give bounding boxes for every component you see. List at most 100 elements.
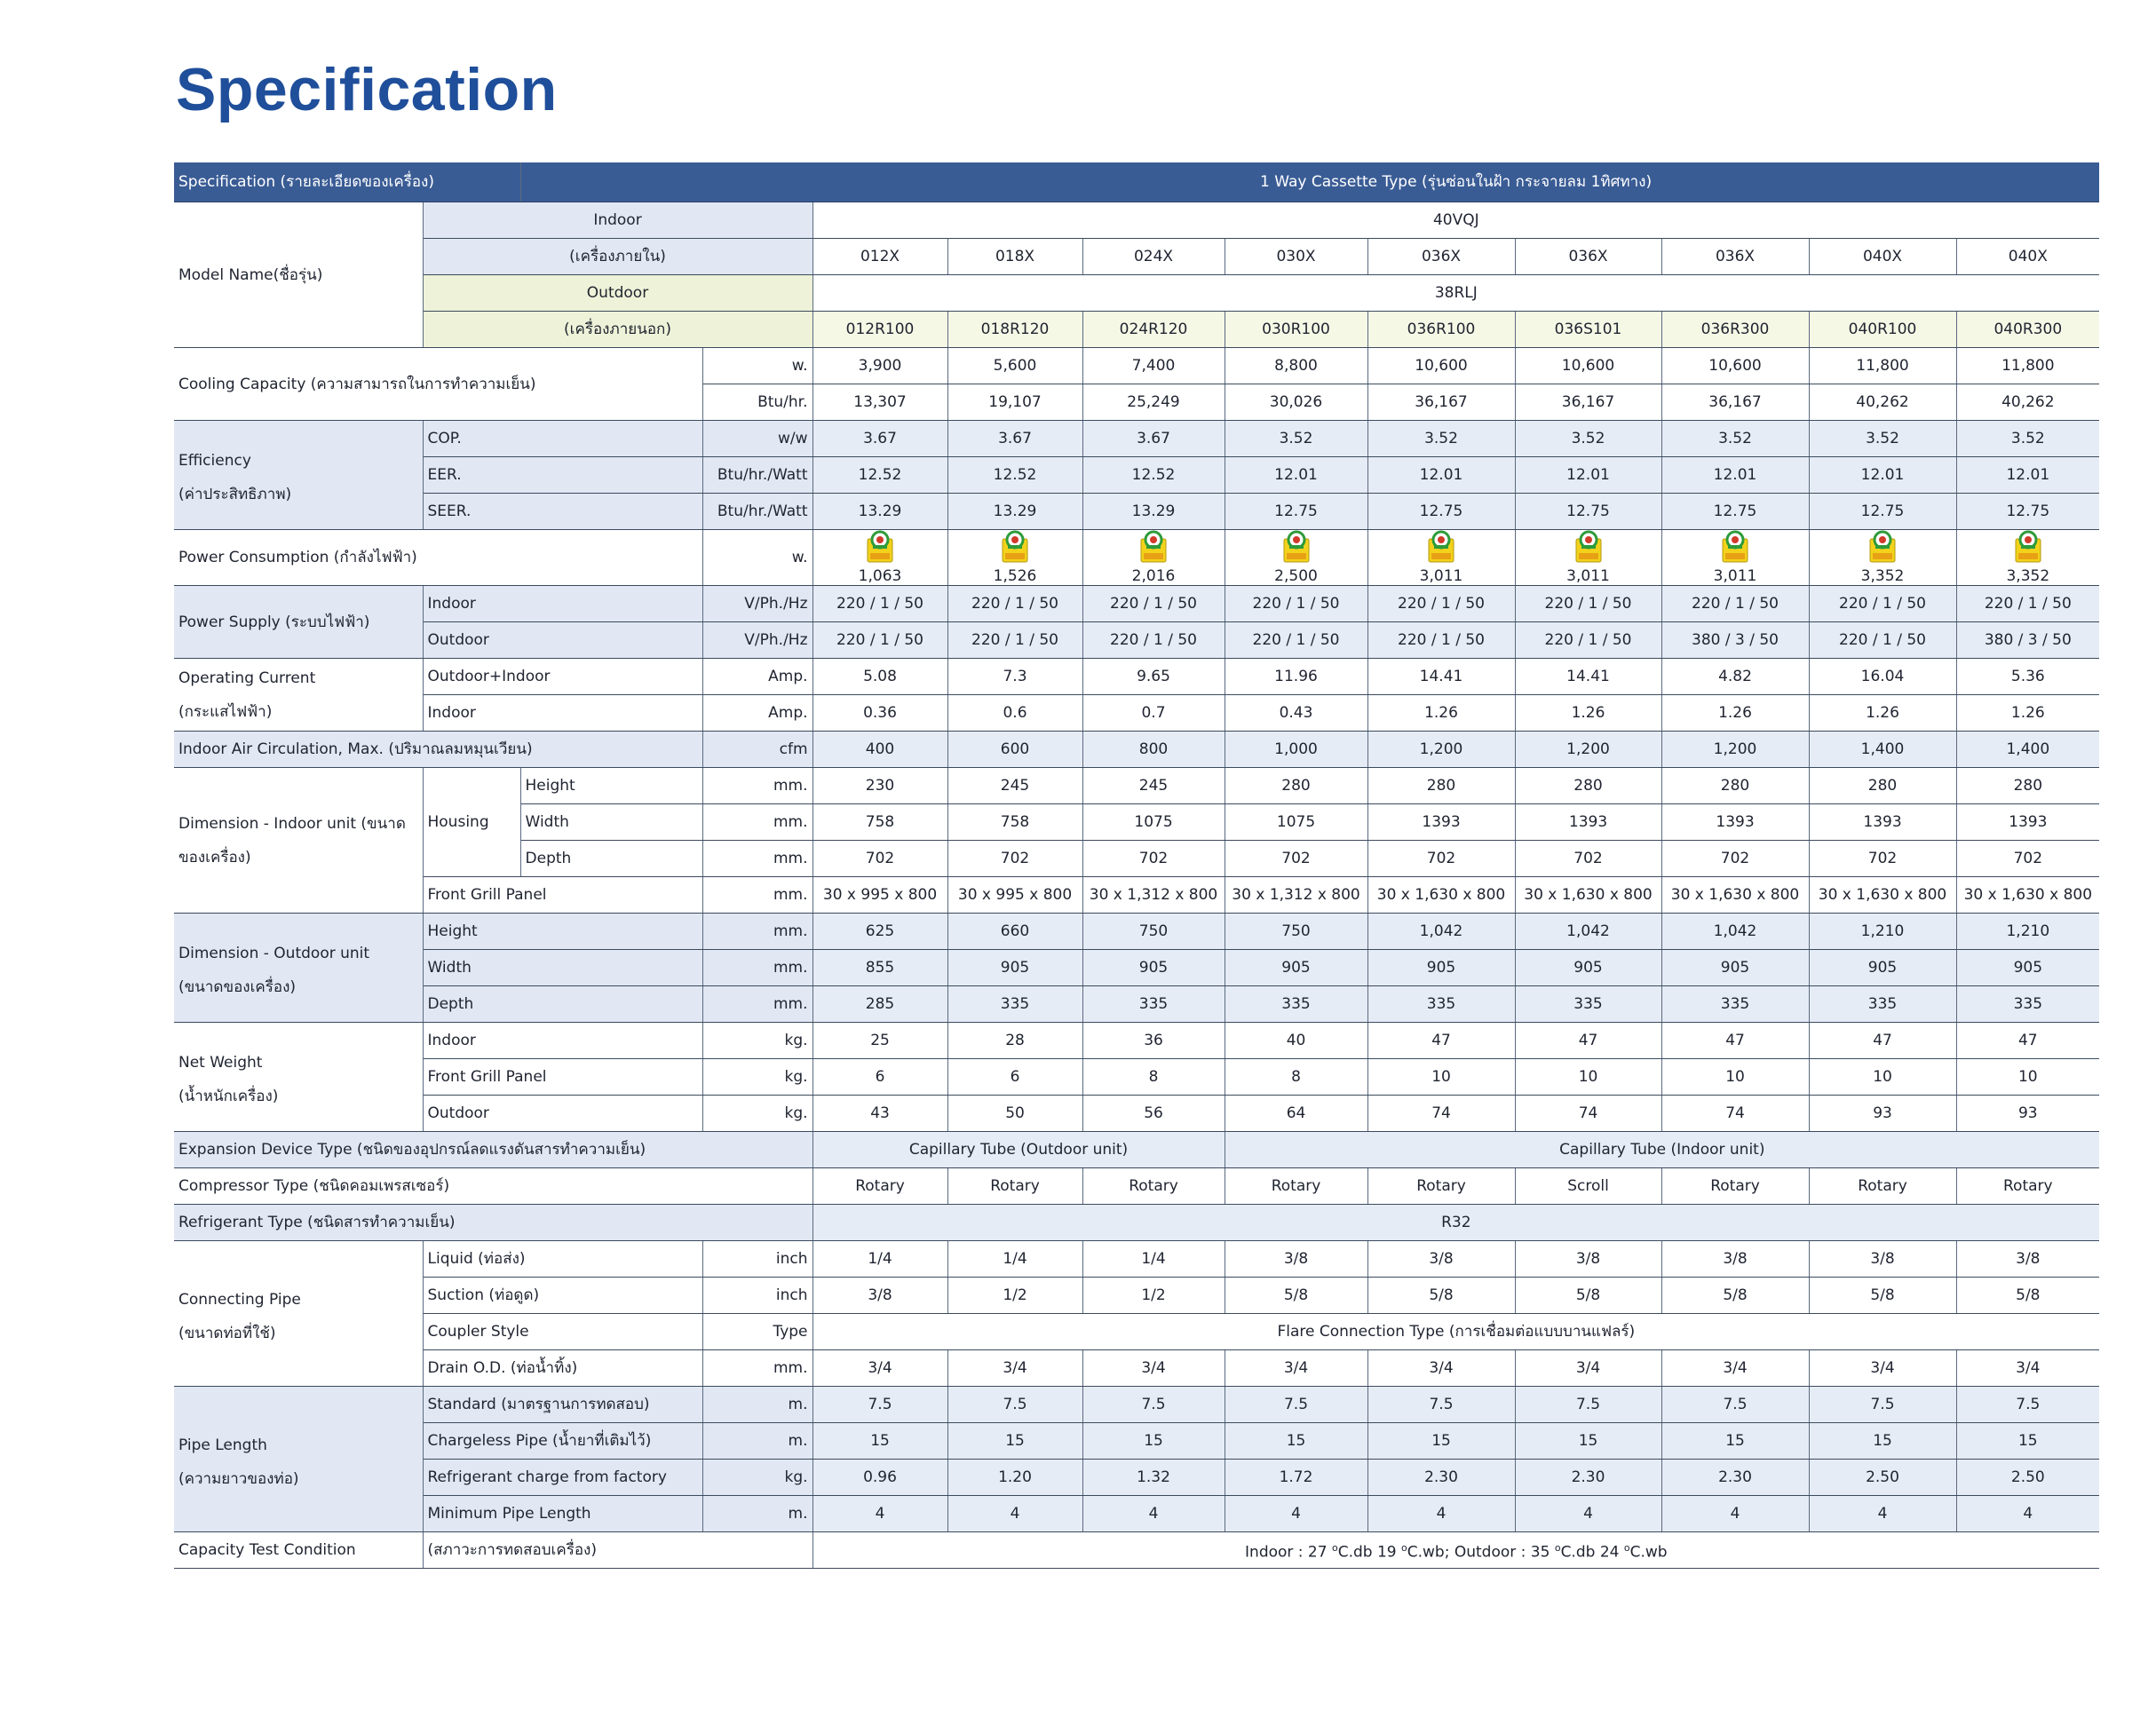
table-row: (เครื่องภายใน) 012X 018X 024X 030X 036X 036X 03… <box>174 238 2100 275</box>
expansion-label: Expansion Device Type (ชนิดของอุปกรณ์ลดแ… <box>174 1131 813 1168</box>
outdoor-label: Outdoor <box>423 274 813 312</box>
value-cell: 10 <box>1661 1058 1810 1096</box>
value-cell: 13,307 <box>812 384 948 421</box>
table-row: Power Supply (ระบบไฟฟ้า) Indoor V/Ph./Hz 22… <box>174 585 2100 659</box>
value-cell: 335 <box>1082 985 1225 1023</box>
power-supply-label: Power Supply (ระบบไฟฟ้า) <box>174 585 424 659</box>
value-cell: 56 <box>1082 1095 1225 1132</box>
value-cell: 4 <box>1225 1495 1368 1532</box>
unit-label: m. <box>702 1386 813 1423</box>
unit-label: w/w <box>702 420 813 457</box>
value-cell: 220 / 1 / 50 <box>1515 585 1662 622</box>
net-weight-label: Net Weight (น้ำหนักเครื่อง) <box>174 1022 424 1132</box>
table-row: Outdoor 38RLJ <box>174 274 2100 312</box>
value-cell: 7.5 <box>947 1386 1083 1423</box>
test-condition-label: Capacity Test Condition <box>174 1531 424 1569</box>
value-cell: 3.52 <box>1661 420 1810 457</box>
power-consumption-value: 1,063 <box>858 567 902 585</box>
unit-label: V/Ph./Hz <box>702 621 813 659</box>
value-cell: 750 <box>1225 913 1368 950</box>
table-row: Outdoor kg. 43 50 56 64 74 74 74 93 93 <box>174 1095 2100 1132</box>
unit-label: mm. <box>702 985 813 1023</box>
value-cell: 280 <box>1661 767 1810 804</box>
unit-label: V/Ph./Hz <box>702 585 813 622</box>
value-cell: 36,167 <box>1515 384 1662 421</box>
value-cell: 30 x 1,630 x 800 <box>1809 876 1957 914</box>
row-label: Indoor <box>423 1022 703 1059</box>
value-cell: 0.36 <box>812 694 948 732</box>
energy-label-icon <box>1139 530 1168 564</box>
value-cell: 1,042 <box>1367 913 1516 950</box>
efficiency-label-th: (ค่าประสิทธิภาพ) <box>178 486 292 503</box>
value-cell: 702 <box>812 840 948 877</box>
value-cell: 1,400 <box>1809 731 1957 768</box>
value-cell: 0.7 <box>1082 694 1225 732</box>
value-cell: 905 <box>947 949 1083 986</box>
value-cell: 1/4 <box>947 1240 1083 1278</box>
table-row: Coupler Style Type Flare Connection Type (… <box>174 1313 2100 1350</box>
table-row: Chargeless Pipe (น้ำยาที่เติมไว้) m. 15 15 1… <box>174 1422 2100 1460</box>
row-label: Depth <box>423 985 703 1023</box>
unit-label: kg. <box>702 1058 813 1096</box>
operating-current-label-th: (กระแสไฟฟ้า) <box>178 702 273 721</box>
power-consumption-value: 3,011 <box>1419 567 1463 585</box>
value-cell: 1/2 <box>1082 1277 1225 1314</box>
value-cell: 30 x 1,630 x 800 <box>1956 876 2100 914</box>
power-consumption-cell: 1,526 <box>947 529 1083 586</box>
value-cell: 3/4 <box>947 1349 1083 1387</box>
power-consumption-value: 2,016 <box>1131 567 1176 585</box>
connecting-pipe-label: Connecting Pipe (ขนาดท่อที่ใช้) <box>174 1240 424 1387</box>
value-cell: 750 <box>1082 913 1225 950</box>
row-label: SEER. <box>423 493 703 530</box>
value-cell: 30 x 1,312 x 800 <box>1082 876 1225 914</box>
pipe-length-label: Pipe Length (ความยาวของท่อ) <box>174 1386 424 1532</box>
test-condition-sub: (สภาวะการทดสอบเครื่อง) <box>423 1531 813 1569</box>
unit-label: inch <box>702 1277 813 1314</box>
unit-label: mm. <box>702 767 813 804</box>
value-cell: 220 / 1 / 50 <box>1661 585 1810 622</box>
type-header-label: 1 Way Cassette Type (รุ่นซ่อนในฝ้า กระจา… <box>812 162 2100 202</box>
value-cell: 10 <box>1515 1058 1662 1096</box>
value-cell: 036R300 <box>1661 311 1810 348</box>
value-cell: 3.67 <box>1082 420 1225 457</box>
indoor-series: 40VQJ <box>812 202 2100 239</box>
cond-part: C.db 19 <box>1337 1543 1402 1562</box>
value-cell: 4 <box>1956 1495 2100 1532</box>
value-cell: 702 <box>1956 840 2100 877</box>
value-cell: 15 <box>1956 1422 2100 1460</box>
value-cell: 40,262 <box>1956 384 2100 421</box>
value-cell: 12.75 <box>1956 493 2100 530</box>
value-cell: 4 <box>1809 1495 1957 1532</box>
value-cell: 12.75 <box>1225 493 1368 530</box>
value-cell: 74 <box>1367 1095 1516 1132</box>
value-cell: 036X <box>1515 238 1662 275</box>
table-row: Specification (รายละเอียดของเครื่อง) 1 Wa… <box>174 162 2100 202</box>
value-cell: 5/8 <box>1367 1277 1516 1314</box>
value-cell: 36,167 <box>1367 384 1516 421</box>
power-consumption-value: 3,352 <box>2006 567 2050 585</box>
value-cell: 50 <box>947 1095 1083 1132</box>
value-cell: 220 / 1 / 50 <box>1225 585 1368 622</box>
value-cell: 15 <box>812 1422 948 1460</box>
unit-label: mm. <box>702 876 813 914</box>
value-cell: 220 / 1 / 50 <box>947 585 1083 622</box>
value-cell: 1,042 <box>1661 913 1810 950</box>
value-cell: 220 / 1 / 50 <box>812 621 948 659</box>
value-cell: 13.29 <box>947 493 1083 530</box>
value-cell: 14.41 <box>1515 658 1662 695</box>
value-cell: 012X <box>812 238 948 275</box>
unit-label: m. <box>702 1495 813 1532</box>
value-cell: 5.08 <box>812 658 948 695</box>
value-cell: 4.82 <box>1661 658 1810 695</box>
row-label: Coupler Style <box>423 1313 703 1350</box>
value-cell: 905 <box>1367 949 1516 986</box>
row-label: Outdoor <box>423 621 703 659</box>
value-cell: 036S101 <box>1515 311 1662 348</box>
value-cell: 335 <box>1661 985 1810 1023</box>
unit-label: mm. <box>702 840 813 877</box>
value-cell: 1,210 <box>1956 913 2100 950</box>
value-cell: 19,107 <box>947 384 1083 421</box>
table-row: Indoor Air Circulation, Max. (ปริมาณลมหม… <box>174 731 2100 768</box>
indoor-sub-label: (เครื่องภายใน) <box>423 238 813 275</box>
value-cell: 74 <box>1515 1095 1662 1132</box>
